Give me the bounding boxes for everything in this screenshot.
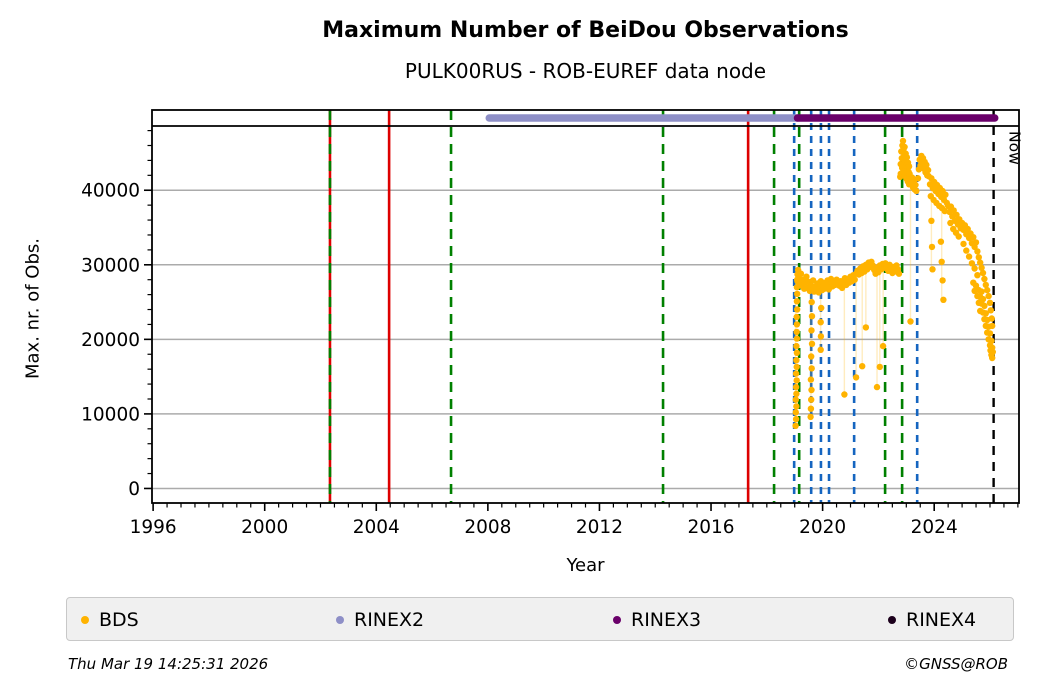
svg-text:Now: Now	[1006, 131, 1024, 165]
now-label: Now	[1006, 131, 1024, 165]
scatter-points	[792, 137, 996, 429]
y-tick-labels: 0 10000 20000 30000 40000	[81, 181, 140, 500]
svg-text:2000: 2000	[241, 517, 288, 538]
timestamp-text: Thu Mar 19 14:25:31 2026	[68, 655, 269, 673]
axis-ticks	[144, 129, 1019, 511]
svg-text:1996: 1996	[130, 517, 177, 538]
droplines	[794, 179, 943, 426]
legend-item-rinex4: RINEX4	[888, 598, 976, 642]
legend-label: RINEX2	[354, 609, 425, 631]
y-axis-label: Max. nr. of Obs.	[22, 237, 44, 380]
legend-label: RINEX4	[906, 609, 977, 631]
legend-label: BDS	[99, 609, 139, 631]
svg-text:0: 0	[128, 479, 140, 500]
legend-item-rinex2: RINEX2	[336, 598, 424, 642]
gridlines	[152, 189, 1019, 490]
legend-dot-rinex3	[613, 616, 621, 624]
credit-text: ©GNSS@ROB	[904, 655, 1008, 673]
svg-text:10000: 10000	[81, 404, 140, 425]
chart-subtitle: PULK00RUS - ROB-EUREF data node	[404, 59, 767, 83]
legend-dot-rinex2	[336, 616, 344, 624]
svg-text:20000: 20000	[81, 330, 140, 351]
svg-text:2016: 2016	[687, 517, 734, 538]
chart-title: Maximum Number of BeiDou Observations	[322, 18, 849, 43]
svg-text:2024: 2024	[911, 517, 958, 538]
legend-dot-rinex4	[888, 616, 896, 624]
legend-label: RINEX3	[631, 609, 702, 631]
legend: BDS RINEX2 RINEX3 RINEX4	[66, 597, 1014, 641]
svg-text:30000: 30000	[81, 255, 140, 276]
svg-text:2020: 2020	[799, 517, 846, 538]
legend-item-bds: BDS	[81, 598, 139, 642]
legend-dot-bds	[81, 616, 89, 624]
legend-item-rinex3: RINEX3	[613, 598, 701, 642]
svg-text:40000: 40000	[81, 181, 140, 202]
axes-frame	[151, 109, 1020, 504]
svg-text:2004: 2004	[353, 517, 400, 538]
x-tick-labels: 1996 2000 2004 2008 2012 2016 2020 2024	[130, 517, 958, 538]
event-lines	[328, 110, 919, 503]
svg-text:2008: 2008	[464, 517, 511, 538]
x-axis-label: Year	[566, 555, 605, 576]
svg-text:2012: 2012	[576, 517, 623, 538]
